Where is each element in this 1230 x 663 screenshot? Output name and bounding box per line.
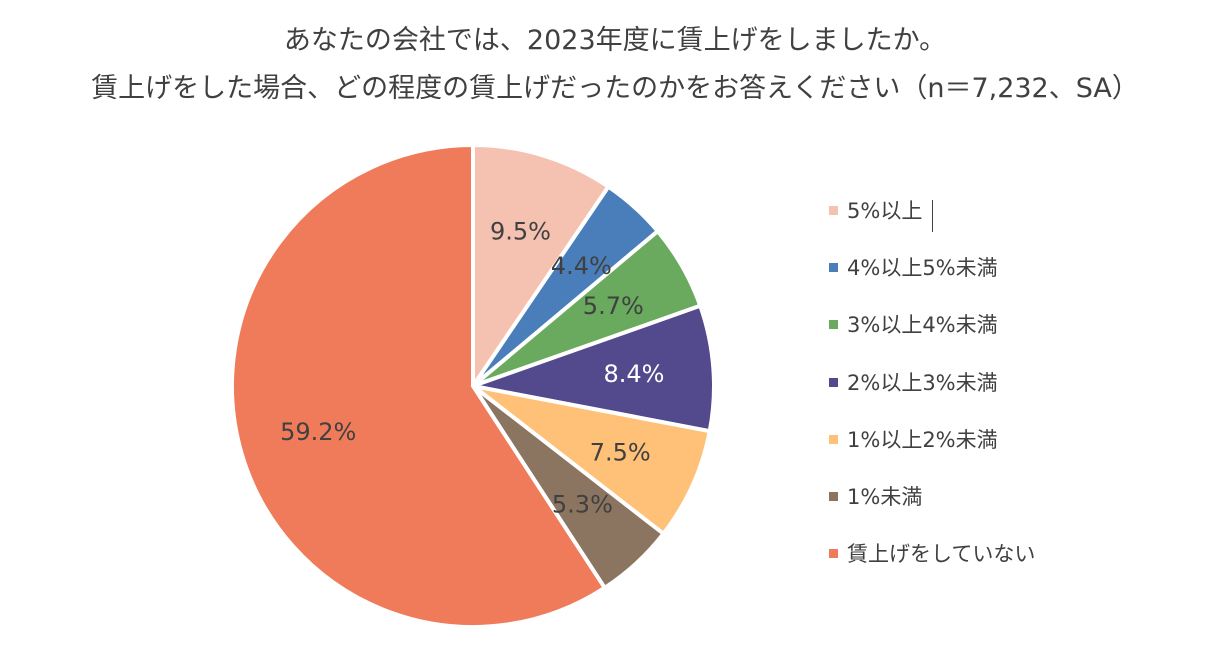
legend-label-3: 2%以上3%未満	[847, 370, 998, 395]
pie-slice-6	[230, 143, 607, 629]
legend-item-1: 4%以上5%未満	[829, 253, 1035, 310]
pie-slices	[230, 143, 716, 629]
legend-swatch-5	[829, 491, 838, 501]
legend-label-4: 1%以上2%未満	[847, 427, 998, 452]
pie-slice-4	[471, 384, 712, 536]
pie-slice-0	[471, 143, 611, 388]
legend-swatch-1	[829, 263, 838, 273]
legend-item-0: 5%以上	[829, 196, 1035, 253]
legend-label-1: 4%以上5%未満	[847, 256, 998, 281]
chart-subtitle: 賃上げをした場合、どの程度の賃上げだったのかをお答えください（n＝7,232、S…	[91, 73, 1139, 104]
legend-item-3: 2%以上3%未満	[829, 368, 1035, 425]
legend-label-5: 1%未満	[847, 484, 923, 509]
legend-swatch-3	[829, 377, 838, 387]
legend-label-2: 3%以上4%未満	[847, 313, 998, 338]
legend-item-6: 賃上げをしていない	[829, 539, 1035, 596]
legend-item-4: 1%以上2%未満	[829, 425, 1035, 482]
legend-swatch-6	[829, 549, 838, 559]
pie-data-label-4: 7.5%	[590, 438, 651, 466]
legend-label-6: 賃上げをしていない	[847, 542, 1036, 567]
pie-data-labels: 9.5%4.4% 5.7% 8.4% 7.5% 5.3% 59.2%	[280, 218, 664, 519]
legend-swatch-0	[829, 206, 838, 215]
pie-data-label-5: 5.3%	[552, 491, 613, 519]
pie-slice-3	[471, 303, 716, 434]
chart-legend: 5%以上 4%以上5%未満 3%以上4%未満 2%以上3%未満 1%以上2%未満 1%未満…	[829, 196, 1035, 596]
legend-swatch-2	[829, 320, 838, 330]
pie-data-label-3: 8.4%	[604, 360, 665, 388]
pie-data-label-1: 4.4%	[551, 252, 612, 280]
pie-data-label-2: 5.7%	[583, 292, 644, 320]
legend-label-0: 5%以上	[847, 199, 923, 223]
legend-item-5: 1%未満	[829, 482, 1035, 539]
legend-swatch-4	[829, 434, 838, 444]
pie-data-label-0: 9.5%	[490, 218, 551, 246]
pie-data-label-6: 59.2%	[280, 418, 356, 446]
chart-title: あなたの会社では、2023年度に賃上げをしましたか。	[283, 25, 947, 56]
text-cursor	[932, 200, 933, 232]
legend-item-2: 3%以上4%未満	[829, 310, 1035, 367]
